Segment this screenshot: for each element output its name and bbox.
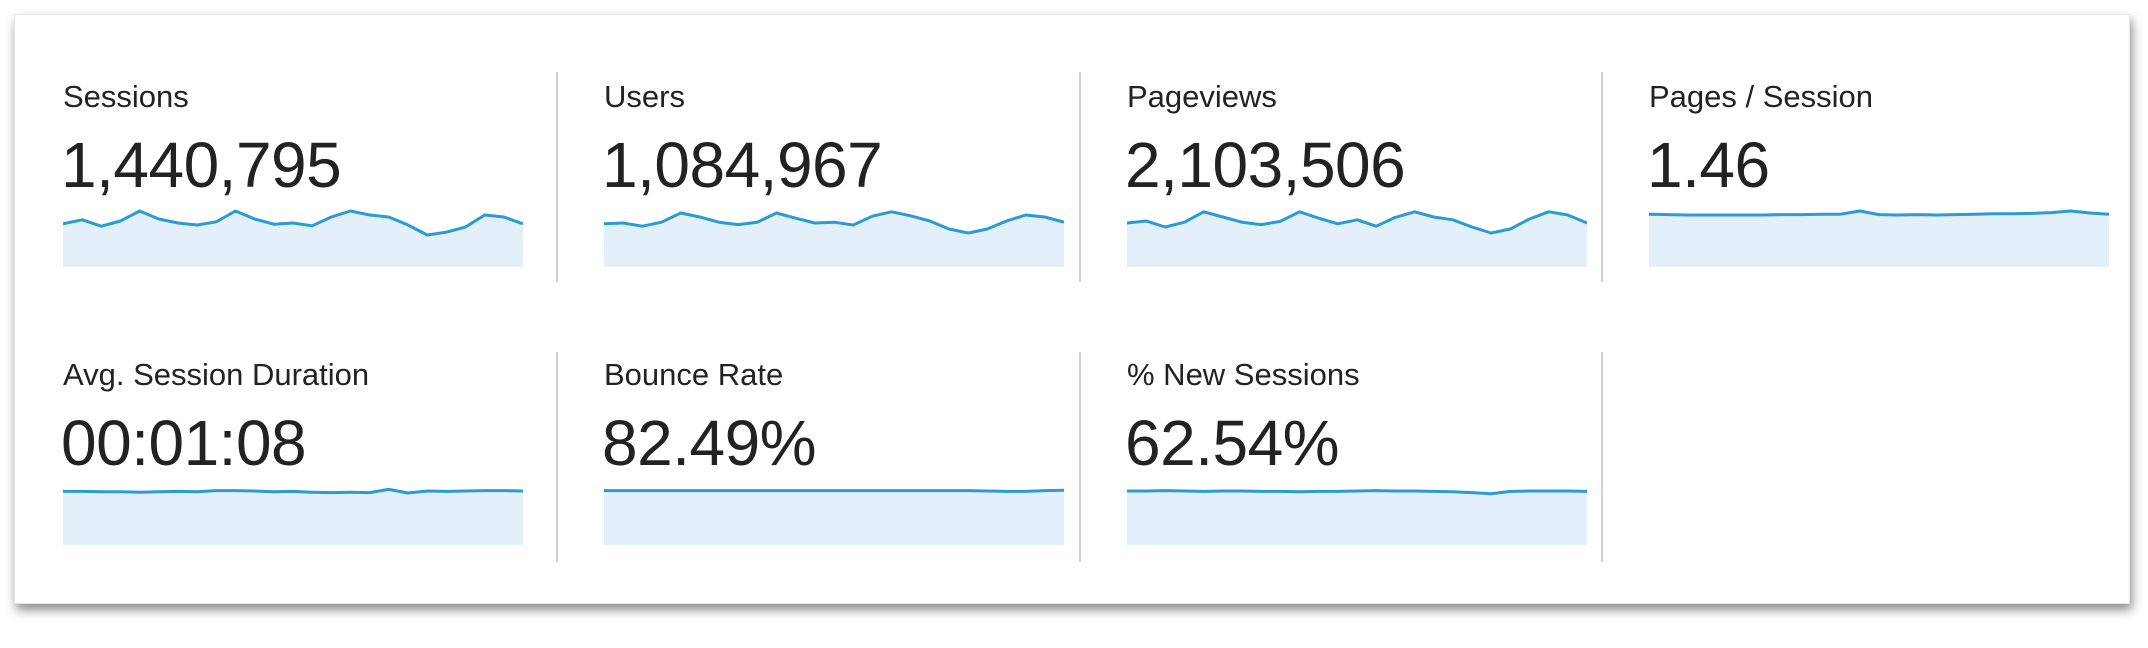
sparkline	[63, 209, 523, 267]
metric-value: 1,440,795	[61, 129, 342, 201]
sparkline-line	[1649, 209, 2109, 217]
sparkline-line	[63, 487, 523, 495]
metric-value: 62.54%	[1125, 407, 1340, 479]
sparkline-area	[1649, 211, 2109, 267]
metric-sessions[interactable]: Sessions 1,440,795	[15, 15, 537, 267]
sparkline-line	[1127, 489, 1587, 496]
metric-value: 2,103,506	[1125, 129, 1406, 201]
metric-pageviews[interactable]: Pageviews 2,103,506	[1079, 15, 1601, 267]
column-divider	[556, 72, 558, 282]
sparkline	[604, 210, 1064, 267]
sparkline-area	[604, 490, 1064, 545]
sparkline	[1127, 210, 1587, 267]
metric-value: 82.49%	[602, 407, 817, 479]
sparkline-line	[63, 209, 523, 237]
metric-label: Bounce Rate	[604, 357, 784, 392]
sparkline-area	[1127, 490, 1587, 545]
sparkline	[1127, 489, 1587, 545]
column-divider	[556, 352, 558, 562]
sparkline-area	[1127, 211, 1587, 267]
metric-label: % New Sessions	[1127, 357, 1360, 392]
metric-value: 1,084,967	[602, 129, 883, 201]
sparkline-line	[1127, 210, 1587, 235]
metric-value: 1.46	[1647, 129, 1770, 201]
sparkline-area	[63, 211, 523, 267]
metric-avg-session-duration[interactable]: Avg. Session Duration 00:01:08	[15, 293, 537, 545]
column-divider	[1079, 352, 1081, 562]
metric-bounce-rate[interactable]: Bounce Rate 82.49%	[556, 293, 1078, 545]
column-divider	[1079, 72, 1081, 282]
column-divider	[1601, 72, 1603, 282]
sparkline	[63, 487, 523, 545]
sparkline-line	[604, 210, 1064, 235]
sparkline-area	[604, 211, 1064, 267]
metric-value: 00:01:08	[61, 407, 307, 479]
metric-label: Sessions	[63, 79, 189, 114]
column-divider	[1601, 352, 1603, 562]
metric-label: Pageviews	[1127, 79, 1277, 114]
metric-label: Users	[604, 79, 685, 114]
sparkline-area	[63, 489, 523, 545]
metric-pages-session[interactable]: Pages / Session 1.46	[1601, 15, 2123, 267]
metric-new-sessions[interactable]: % New Sessions 62.54%	[1079, 293, 1601, 545]
metric-label: Avg. Session Duration	[63, 357, 370, 392]
sparkline	[604, 488, 1064, 545]
metric-label: Pages / Session	[1649, 79, 1874, 114]
sparkline-line	[604, 488, 1064, 493]
sparkline	[1649, 209, 2109, 267]
metric-users[interactable]: Users 1,084,967	[556, 15, 1078, 267]
metrics-overview-card: Sessions 1,440,795 Users 1,084,967 Pageviews…	[14, 14, 2130, 604]
